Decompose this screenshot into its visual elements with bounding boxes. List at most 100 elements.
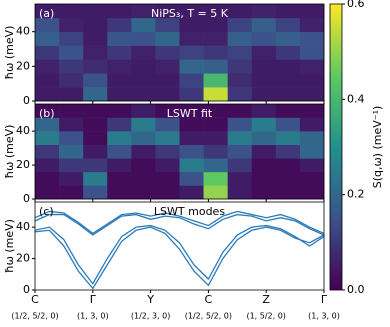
heat-cell (35, 171, 60, 186)
y-tick-label: 20 (16, 252, 30, 265)
colorbar-tick-label: 0.4 (347, 92, 365, 105)
heat-cell (251, 144, 277, 159)
x-tick-label: C (205, 293, 213, 306)
heat-cell (59, 144, 84, 159)
heat-cell (35, 17, 60, 33)
heat-cell (299, 59, 325, 74)
heat-cell (203, 31, 228, 46)
heat-cell (155, 117, 180, 132)
heat-cell (179, 117, 204, 132)
heat-cell (83, 17, 108, 33)
heat-cell (179, 158, 204, 173)
heat-cell (227, 144, 253, 159)
heat-cell (275, 158, 301, 173)
heat-cell (227, 185, 253, 200)
heat-cell (35, 4, 60, 19)
heat-cell (203, 73, 228, 88)
heat-cell (131, 31, 156, 46)
heat-cell (155, 144, 180, 159)
colorbar-tick-label: 0.2 (347, 188, 365, 201)
heat-cell (203, 158, 228, 173)
panel-title: LSWT modes (154, 205, 225, 218)
heat-cell (203, 144, 228, 159)
heat-cell (131, 185, 156, 200)
heat-cell (299, 4, 325, 19)
heat-cell (107, 117, 132, 132)
frame (34, 103, 325, 200)
heat-cell (59, 158, 84, 173)
heat-cell (83, 158, 108, 173)
heat-cell (131, 144, 156, 159)
heat-cell (83, 73, 108, 88)
heat-cell (131, 45, 156, 60)
heat-cell (155, 87, 180, 102)
panel-title: NiPS₃, T = 5 K (151, 7, 229, 20)
heat-cell (107, 185, 132, 200)
heat-cell (203, 17, 228, 33)
heat-cell (131, 131, 156, 146)
heat-cell (35, 73, 60, 88)
heat-cell (227, 117, 253, 132)
heat-cell (59, 104, 84, 118)
heat-cell (131, 87, 156, 102)
heat-cell (299, 117, 325, 132)
heat-cell (83, 59, 108, 74)
heat-cell (83, 45, 108, 60)
y-axis-label: ħω (meV) (3, 219, 16, 273)
y-tick-label: 20 (16, 59, 30, 72)
x-tick-sublabel: (1/2, 5/2, 0) (185, 312, 232, 321)
heat-cell (179, 31, 204, 46)
heat-cell (83, 31, 108, 46)
heat-cell (107, 59, 132, 74)
heat-cell (155, 131, 180, 146)
heat-cell (35, 45, 60, 60)
heat-cell (131, 73, 156, 88)
mode-line (34, 213, 325, 236)
heat-cell (131, 104, 156, 118)
heat-cell (59, 31, 84, 46)
y-axis-label: ħω (meV) (3, 26, 16, 80)
y-axis-label: ħω (meV) (3, 125, 16, 179)
heat-cell (227, 131, 253, 146)
heat-cell (203, 4, 228, 19)
colorbar-tick-label: 0.0 (347, 283, 365, 296)
heat-cell (203, 59, 228, 74)
heat-cell (59, 17, 84, 33)
mode-line (34, 224, 325, 285)
x-tick-sublabel: (1/2, 3, 0) (131, 312, 170, 321)
heat-cell (107, 158, 132, 173)
heat-cell (251, 117, 277, 132)
x-tick-sublabel: (1, 5/2, 0) (246, 312, 285, 321)
heat-cell (179, 87, 204, 102)
heat-cell (107, 4, 132, 19)
heat-cell (83, 144, 108, 159)
colorbar (329, 3, 343, 291)
heat-cell (275, 87, 301, 102)
heat-cell (83, 131, 108, 146)
heat-cell (83, 104, 108, 118)
x-tick-label: Z (262, 293, 270, 306)
panel-title: LSWT fit (167, 107, 213, 120)
heat-cell (275, 117, 301, 132)
mode-line (34, 226, 325, 290)
heat-cell (155, 31, 180, 46)
heat-cell (83, 171, 108, 186)
heat-cell (59, 87, 84, 102)
heat-cell (155, 73, 180, 88)
heat-cell (227, 4, 253, 19)
heat-cell (227, 59, 253, 74)
heat-cell (299, 45, 325, 60)
heat-cell (299, 171, 325, 186)
x-tick-sublabel: (1, 3, 0) (308, 312, 340, 321)
heat-cell (35, 117, 60, 132)
x-tick-sublabel: (1/2, 5/2, 0) (11, 312, 58, 321)
heat-cell (179, 104, 204, 118)
heat-cell (227, 45, 253, 60)
heat-cell (35, 104, 60, 118)
heat-cell (35, 31, 60, 46)
heat-cell (299, 158, 325, 173)
heat-cell (107, 171, 132, 186)
y-tick-label: 40 (16, 25, 30, 38)
heat-cell (179, 4, 204, 19)
